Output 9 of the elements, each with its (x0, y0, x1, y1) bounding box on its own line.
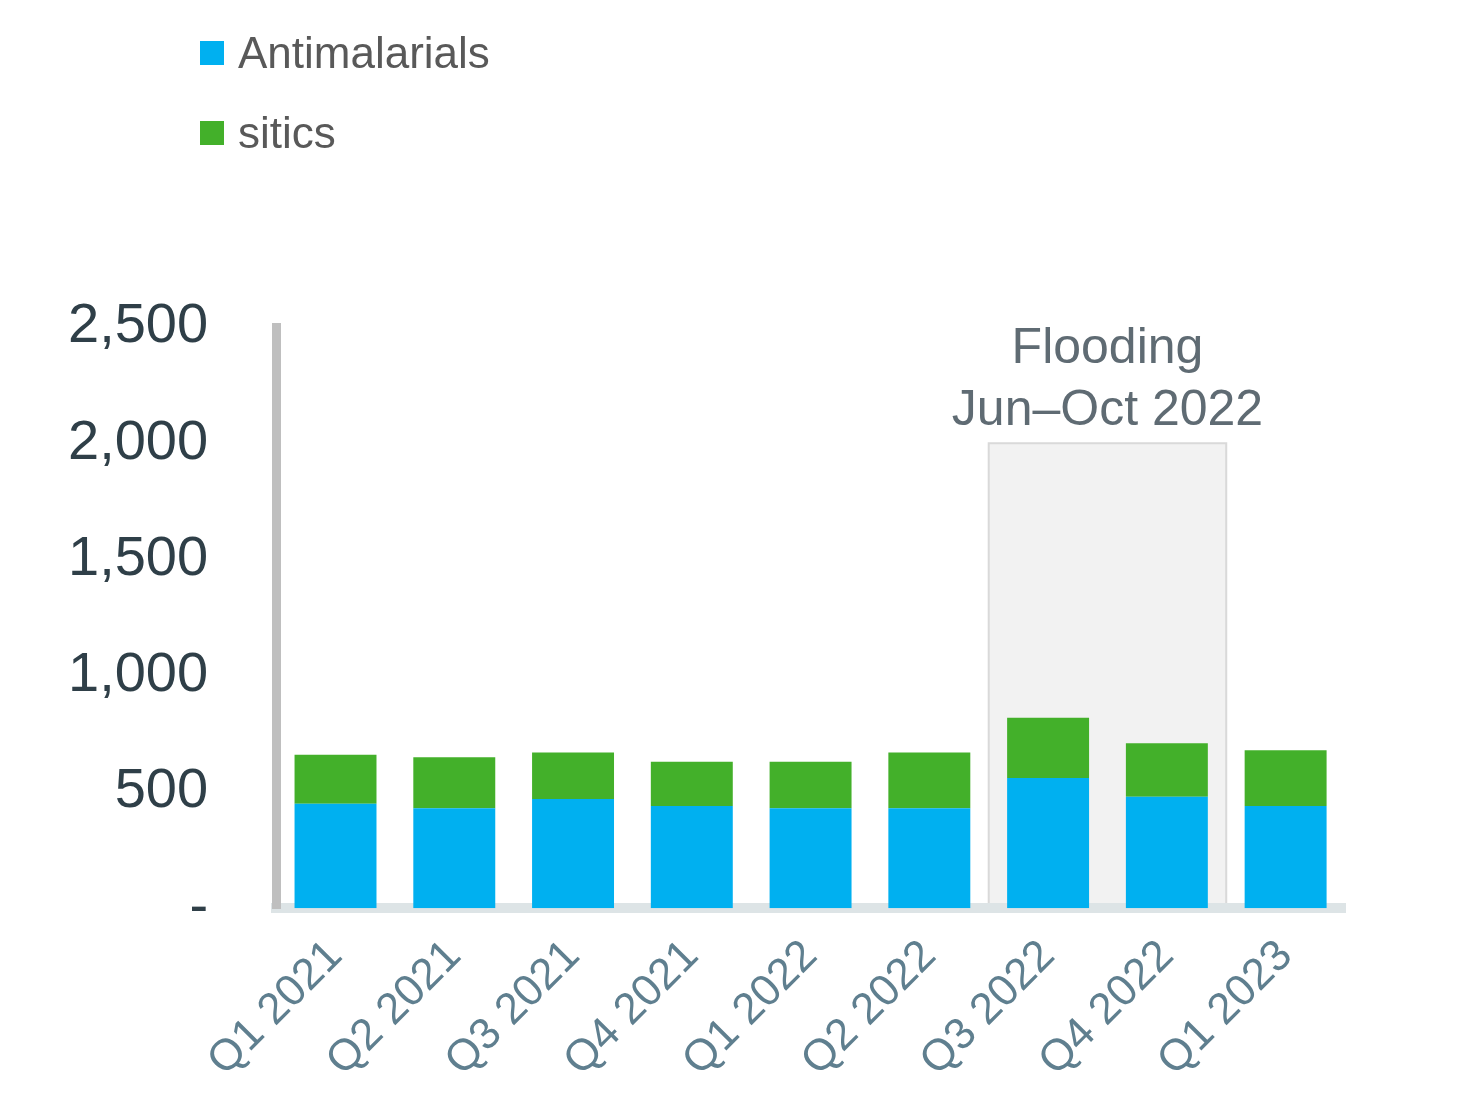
legend-label: sitics (238, 108, 336, 158)
y-tick-label: 2,500 (68, 291, 209, 355)
legend-label: Antimalarials (238, 28, 490, 78)
y-tick-label: 2,000 (68, 407, 209, 471)
band-label: Flooding Jun–Oct 2022 (951, 318, 1264, 437)
y-tick-label: 1,500 (68, 523, 209, 587)
y-tick-label: - (189, 872, 209, 936)
y-tick-label: 500 (114, 756, 209, 820)
y-tick-label: 1,000 (68, 640, 209, 704)
